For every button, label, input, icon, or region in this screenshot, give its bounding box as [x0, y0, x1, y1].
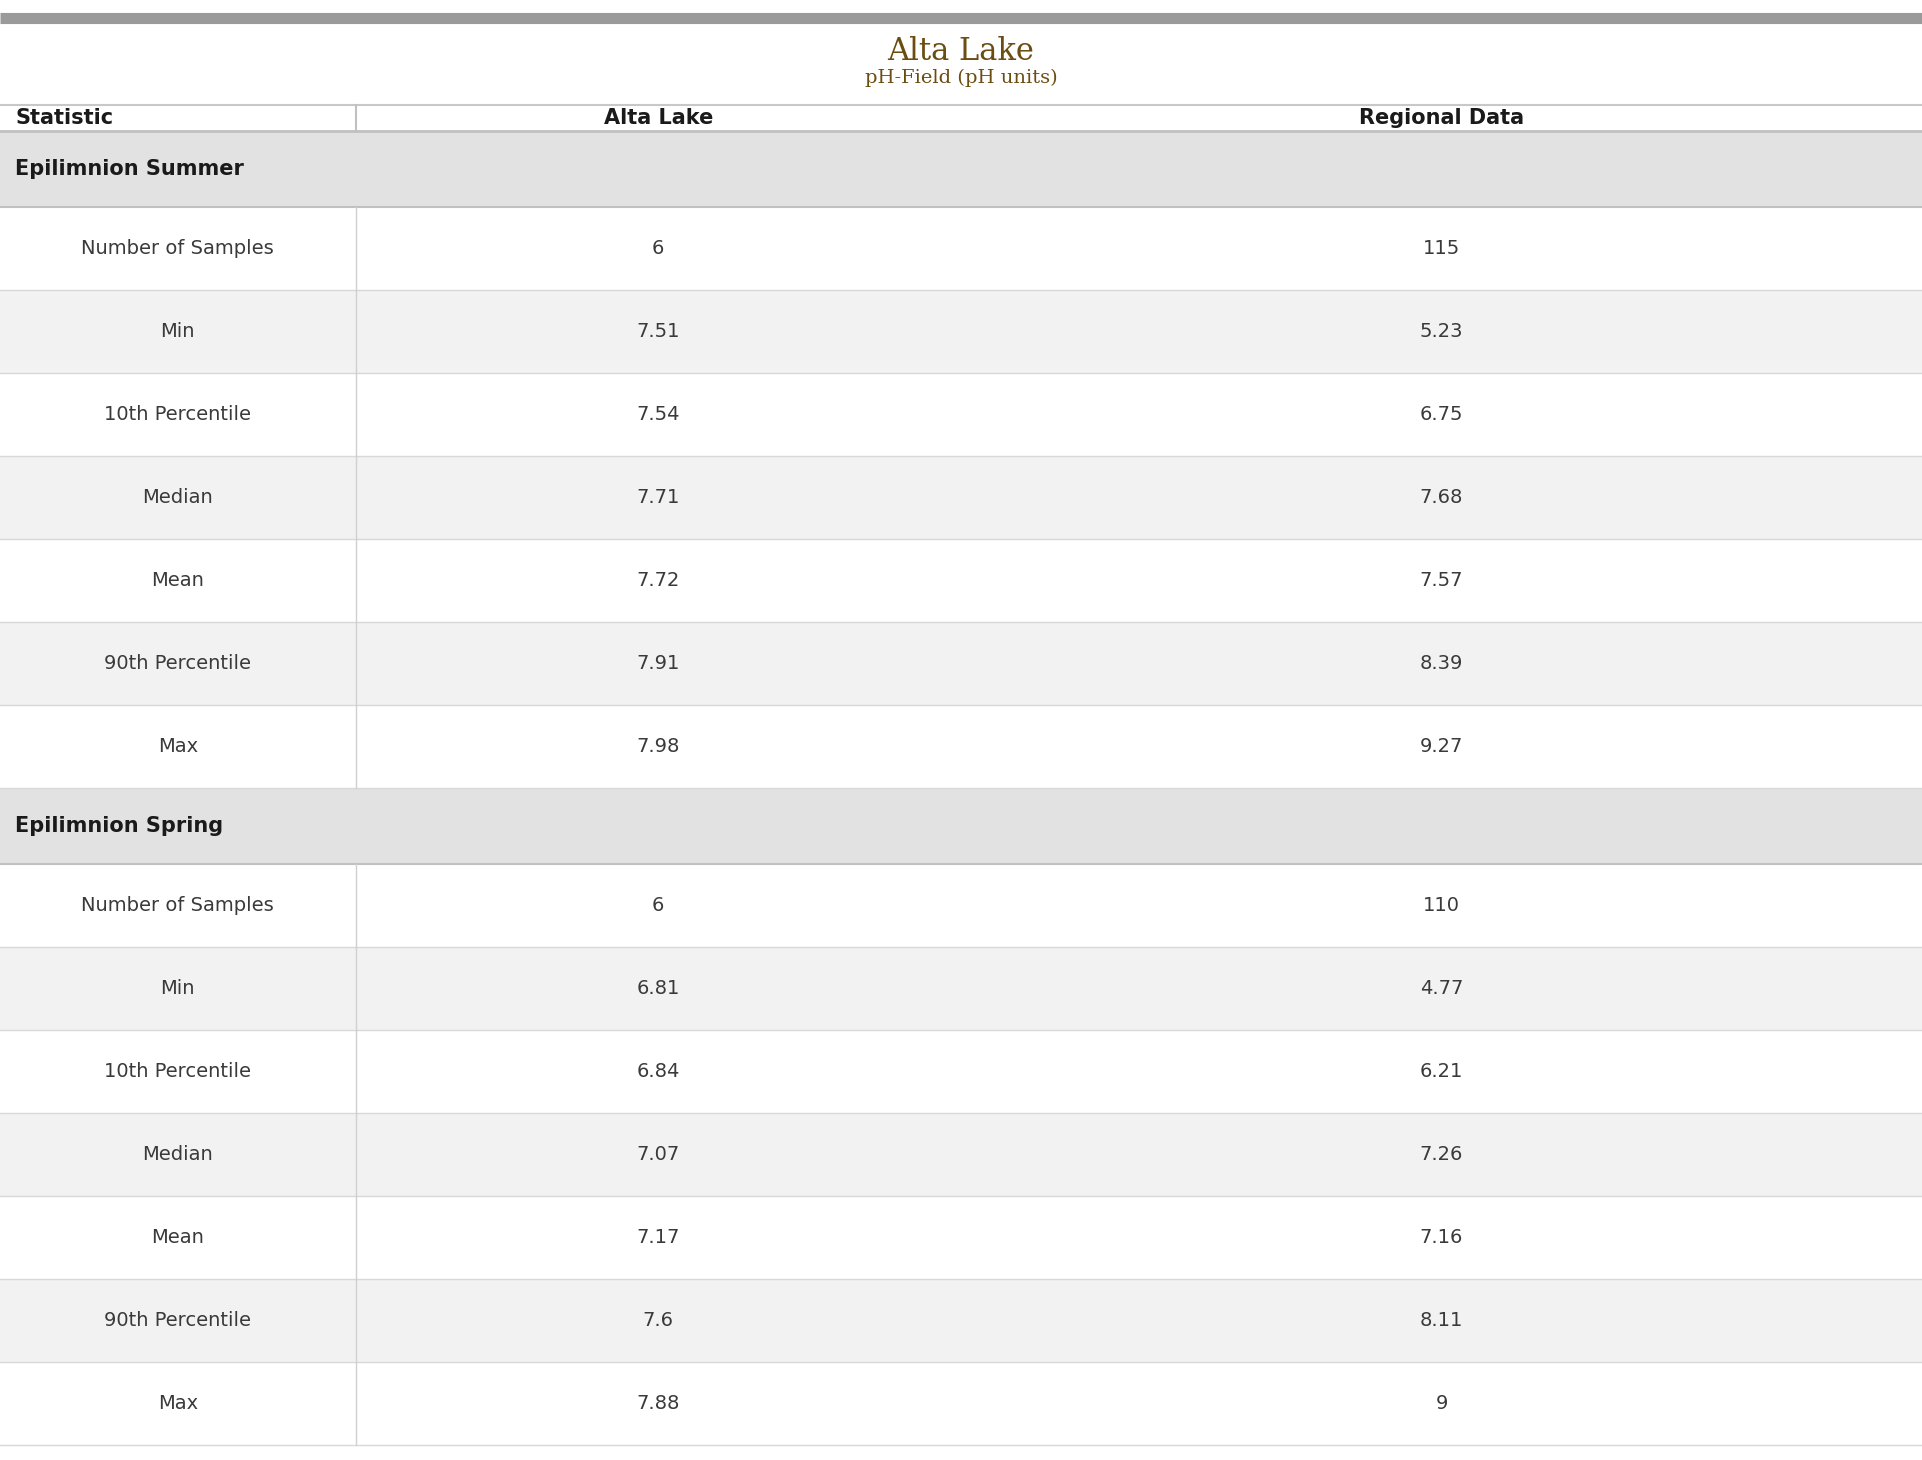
- Bar: [0, 622, 1922, 705]
- Text: 7.72: 7.72: [636, 571, 680, 590]
- Text: 9.27: 9.27: [1420, 737, 1463, 756]
- Text: Number of Samples: Number of Samples: [81, 239, 275, 258]
- Text: 6.81: 6.81: [636, 980, 680, 999]
- Text: Max: Max: [158, 1394, 198, 1413]
- Text: 7.98: 7.98: [636, 737, 680, 756]
- Text: 7.6: 7.6: [642, 1311, 675, 1330]
- Text: Min: Min: [161, 980, 194, 999]
- Text: 8.39: 8.39: [1420, 654, 1463, 673]
- Text: 7.88: 7.88: [636, 1394, 680, 1413]
- Bar: [0, 131, 1922, 207]
- Text: 7.68: 7.68: [1420, 488, 1463, 508]
- Bar: [0, 374, 1922, 457]
- Text: Mean: Mean: [152, 571, 204, 590]
- Bar: [0, 539, 1922, 622]
- Bar: [0, 788, 1922, 864]
- Bar: [0, 1362, 1922, 1445]
- Bar: [0, 864, 1922, 948]
- Text: Median: Median: [142, 1145, 213, 1165]
- Text: 6.75: 6.75: [1420, 406, 1463, 425]
- Bar: [0, 1031, 1922, 1114]
- Text: Statistic: Statistic: [15, 108, 113, 128]
- Text: 7.51: 7.51: [636, 323, 680, 342]
- Text: Alta Lake: Alta Lake: [888, 35, 1034, 67]
- Bar: [0, 1196, 1922, 1279]
- Text: 7.16: 7.16: [1420, 1228, 1463, 1247]
- Text: 7.71: 7.71: [636, 488, 680, 508]
- Text: 7.17: 7.17: [636, 1228, 680, 1247]
- Text: 5.23: 5.23: [1420, 323, 1463, 342]
- Bar: [0, 705, 1922, 788]
- Bar: [0, 948, 1922, 1031]
- Bar: [0, 105, 1922, 131]
- Text: Alta Lake: Alta Lake: [604, 108, 713, 128]
- Text: 7.57: 7.57: [1420, 571, 1463, 590]
- Bar: [0, 1114, 1922, 1196]
- Text: 8.11: 8.11: [1420, 1311, 1463, 1330]
- Text: 90th Percentile: 90th Percentile: [104, 654, 252, 673]
- Text: 10th Percentile: 10th Percentile: [104, 1063, 252, 1082]
- Text: Epilimnion Spring: Epilimnion Spring: [15, 816, 223, 837]
- Text: 110: 110: [1422, 896, 1461, 915]
- Text: Regional Data: Regional Data: [1359, 108, 1524, 128]
- Text: 115: 115: [1422, 239, 1461, 258]
- Text: 6: 6: [652, 896, 665, 915]
- Text: 10th Percentile: 10th Percentile: [104, 406, 252, 425]
- Text: 9: 9: [1436, 1394, 1447, 1413]
- Text: 4.77: 4.77: [1420, 980, 1463, 999]
- Text: 6: 6: [652, 239, 665, 258]
- Text: Min: Min: [161, 323, 194, 342]
- Bar: [0, 207, 1922, 291]
- Bar: [0, 1279, 1922, 1362]
- Text: 90th Percentile: 90th Percentile: [104, 1311, 252, 1330]
- Bar: [0, 457, 1922, 539]
- Text: 7.07: 7.07: [636, 1145, 680, 1165]
- Text: Epilimnion Summer: Epilimnion Summer: [15, 159, 244, 180]
- Text: 7.54: 7.54: [636, 406, 680, 425]
- Bar: [0, 291, 1922, 374]
- Text: Max: Max: [158, 737, 198, 756]
- Text: 7.91: 7.91: [636, 654, 680, 673]
- Text: Number of Samples: Number of Samples: [81, 896, 275, 915]
- Text: 7.26: 7.26: [1420, 1145, 1463, 1165]
- Text: Mean: Mean: [152, 1228, 204, 1247]
- Text: 6.84: 6.84: [636, 1063, 680, 1082]
- Text: Median: Median: [142, 488, 213, 508]
- Text: 6.21: 6.21: [1420, 1063, 1463, 1082]
- Text: pH-Field (pH units): pH-Field (pH units): [865, 69, 1057, 86]
